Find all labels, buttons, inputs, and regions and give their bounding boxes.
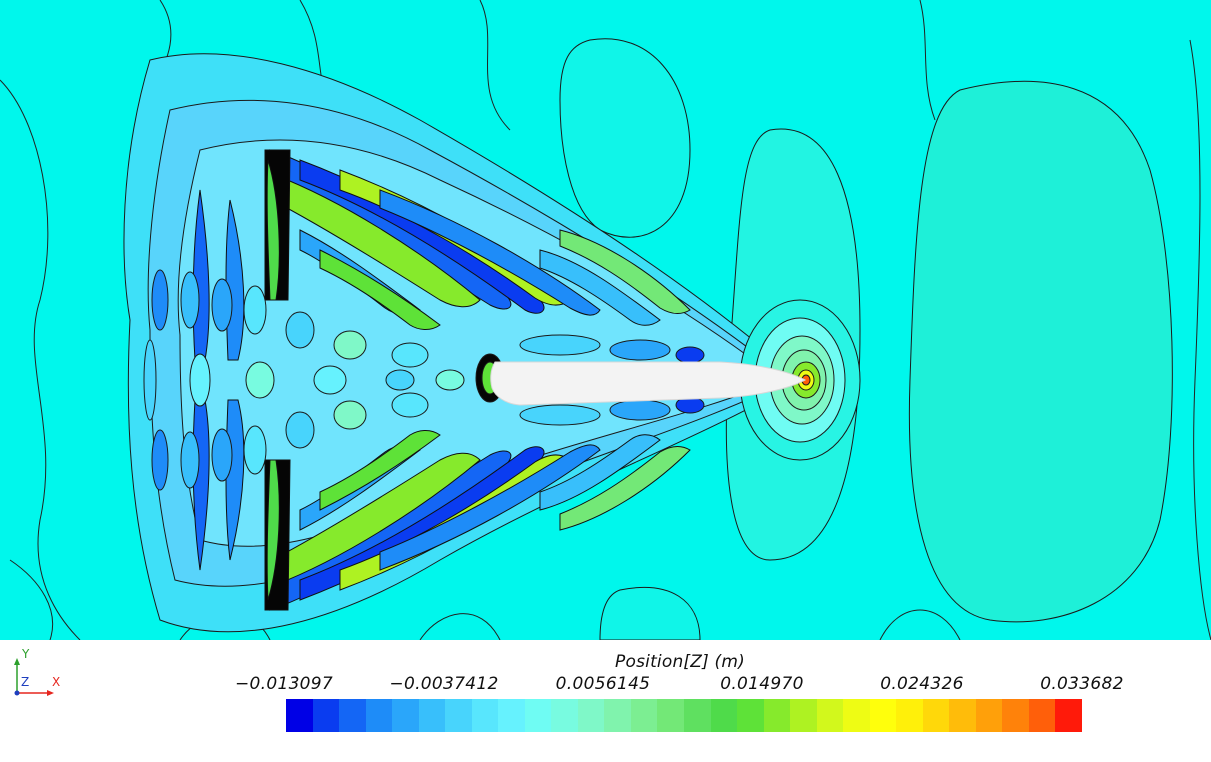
- colorbar-swatch: [498, 699, 525, 732]
- colorbar-swatch: [949, 699, 976, 732]
- axis-z-label: Z: [21, 675, 30, 689]
- colorbar-swatch: [551, 699, 578, 732]
- far-field-contours: [0, 0, 1211, 640]
- colorbar-tick-label: 0.0056145: [555, 674, 651, 694]
- colorbar-swatch: [657, 699, 684, 732]
- colorbar-swatch: [1055, 699, 1082, 732]
- colorbar-swatch: [790, 699, 817, 732]
- upper-wake-bands: [192, 149, 691, 361]
- colorbar-tick-label: −0.0037412: [389, 674, 499, 694]
- colorbar-swatch: [763, 699, 791, 732]
- colorbar-swatch: [1002, 699, 1029, 732]
- colorbar[interactable]: [286, 699, 1082, 732]
- transom-stern: [477, 364, 484, 396]
- colorbar-swatch: [683, 699, 711, 732]
- colorbar-swatch: [286, 699, 313, 732]
- lower-wake-bands: [192, 399, 691, 611]
- colorbar-tick-label: 0.024326: [880, 674, 964, 694]
- axis-triad[interactable]: Y Z X: [12, 648, 62, 700]
- free-surface-elevation-contour-plot: [0, 0, 1211, 640]
- axis-y-label: Y: [22, 647, 30, 661]
- colorbar-swatch: [392, 699, 419, 732]
- colorbar-swatch: [896, 699, 923, 732]
- colorbar-swatch: [869, 699, 897, 732]
- colorbar-swatch: [922, 699, 950, 732]
- colorbar-swatch: [471, 699, 499, 732]
- inner-wake-cells: [143, 269, 465, 491]
- colorbar-swatch: [312, 699, 340, 732]
- colorbar-swatch: [365, 699, 393, 732]
- colorbar-swatch: [1028, 699, 1056, 732]
- colorbar-swatch: [630, 699, 658, 732]
- colorbar-swatch: [445, 699, 472, 732]
- colorbar-swatch: [710, 699, 738, 732]
- colorbar-title: Position[Z] (m): [615, 652, 745, 672]
- colorbar-tick-label: 0.033682: [1040, 674, 1124, 694]
- colorbar-swatch: [604, 699, 631, 732]
- colorbar-swatch: [418, 699, 446, 732]
- colorbar-swatch: [737, 699, 764, 732]
- far-field-regions: [559, 38, 1173, 640]
- colorbar-swatch: [816, 699, 844, 732]
- colorbar-swatch: [339, 699, 366, 732]
- colorbar-swatch: [524, 699, 552, 732]
- colorbar-swatch: [843, 699, 870, 732]
- colorbar-tick-label: 0.014970: [720, 674, 804, 694]
- colorbar-tick-label: −0.013097: [234, 674, 334, 694]
- ship-hull: [490, 361, 807, 406]
- colorbar-swatch: [975, 699, 1003, 732]
- axis-x-label: X: [52, 675, 61, 689]
- axis-triad-icon: [14, 658, 54, 696]
- colorbar-swatch: [577, 699, 605, 732]
